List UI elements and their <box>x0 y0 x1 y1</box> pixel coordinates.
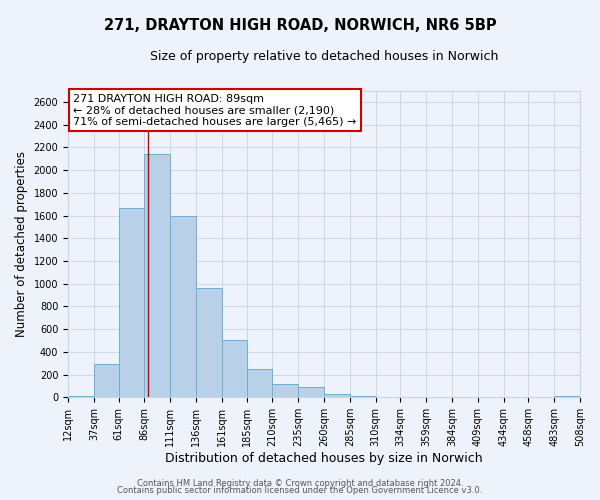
Bar <box>350 396 376 398</box>
Bar <box>400 397 426 398</box>
Title: Size of property relative to detached houses in Norwich: Size of property relative to detached ho… <box>150 50 498 63</box>
Text: Contains HM Land Registry data © Crown copyright and database right 2024.: Contains HM Land Registry data © Crown c… <box>137 478 463 488</box>
Bar <box>222 340 247 398</box>
Bar <box>503 397 529 398</box>
Bar <box>94 364 119 398</box>
Bar <box>170 216 196 398</box>
X-axis label: Distribution of detached houses by size in Norwich: Distribution of detached houses by size … <box>165 452 483 465</box>
Text: 271 DRAYTON HIGH ROAD: 89sqm
← 28% of detached houses are smaller (2,190)
71% of: 271 DRAYTON HIGH ROAD: 89sqm ← 28% of de… <box>73 94 356 127</box>
Bar <box>554 396 580 398</box>
Bar <box>452 397 478 398</box>
Bar <box>478 397 503 398</box>
Bar <box>529 397 554 398</box>
Bar <box>196 288 222 398</box>
Y-axis label: Number of detached properties: Number of detached properties <box>15 151 28 337</box>
Bar <box>119 208 145 398</box>
Bar <box>376 397 400 398</box>
Bar <box>145 154 170 398</box>
Text: 271, DRAYTON HIGH ROAD, NORWICH, NR6 5BP: 271, DRAYTON HIGH ROAD, NORWICH, NR6 5BP <box>104 18 496 32</box>
Bar <box>68 396 94 398</box>
Bar <box>298 386 324 398</box>
Bar <box>426 397 452 398</box>
Bar <box>247 369 272 398</box>
Text: Contains public sector information licensed under the Open Government Licence v3: Contains public sector information licen… <box>118 486 482 495</box>
Bar <box>272 384 298 398</box>
Bar <box>324 394 350 398</box>
